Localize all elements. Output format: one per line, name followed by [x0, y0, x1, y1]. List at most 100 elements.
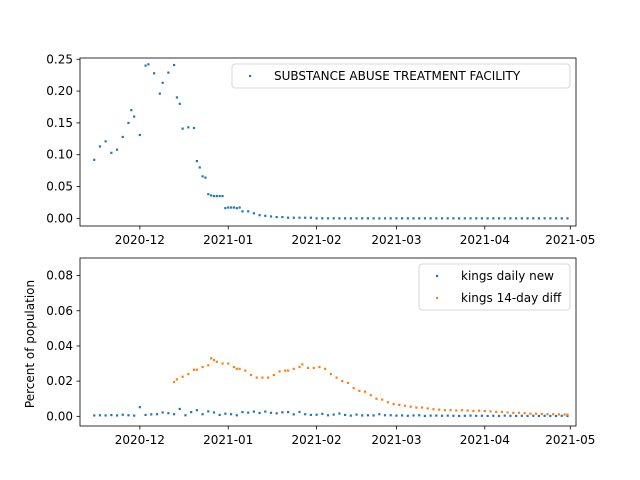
- data-point-series-2: [301, 363, 304, 366]
- data-point-series-1: [532, 414, 535, 417]
- data-point-series-1: [344, 413, 347, 417]
- data-point-series-1: [549, 414, 552, 418]
- data-point-series-2: [489, 410, 492, 413]
- y-tick-label: 0.20: [46, 84, 73, 98]
- data-point-series-1: [338, 217, 341, 220]
- data-point-series-1: [349, 414, 352, 417]
- data-point-series-2: [460, 409, 464, 412]
- data-point-series-1: [221, 194, 224, 198]
- data-point-series-2: [552, 413, 555, 416]
- data-point-series-1: [298, 216, 301, 219]
- data-point-series-1: [509, 217, 512, 220]
- data-point-series-1: [332, 413, 335, 416]
- data-point-series-1: [238, 206, 241, 209]
- data-point-series-1: [247, 210, 250, 213]
- data-point-series-1: [554, 217, 558, 220]
- data-point-series-2: [506, 411, 509, 414]
- data-point-series-1: [549, 217, 552, 220]
- data-point-series-1: [281, 215, 284, 219]
- data-point-series-2: [227, 362, 230, 365]
- data-point-series-1: [247, 411, 250, 414]
- data-point-series-1: [338, 412, 341, 415]
- y-tick-label: 0.04: [46, 339, 73, 353]
- data-point-series-1: [480, 217, 484, 220]
- data-point-series-1: [175, 96, 179, 99]
- data-point-series-2: [495, 410, 498, 414]
- data-point-series-2: [292, 367, 295, 370]
- data-point-series-1: [446, 414, 449, 417]
- x-tick-label: 2021-02: [292, 233, 342, 247]
- data-point-series-1: [435, 414, 438, 417]
- data-point-series-1: [560, 414, 563, 417]
- data-point-series-1: [383, 414, 387, 417]
- data-point-series-1: [115, 414, 119, 417]
- data-point-series-1: [383, 217, 387, 220]
- data-point-series-1: [475, 217, 478, 220]
- data-point-series-2: [398, 403, 401, 406]
- data-point-series-1: [401, 414, 404, 417]
- data-point-series-2: [438, 408, 441, 411]
- data-point-series-1: [130, 109, 133, 112]
- y-tick-label: 0.10: [46, 148, 73, 162]
- data-point-series-2: [363, 390, 367, 393]
- data-point-series-1: [412, 414, 415, 417]
- data-point-series-1: [526, 414, 529, 418]
- x-tick-label: 2021-05: [545, 233, 595, 247]
- data-point-series-1: [440, 414, 444, 417]
- x-tick-label: 2021-01: [203, 233, 253, 247]
- data-point-series-1: [429, 414, 432, 417]
- data-point-series-2: [443, 409, 446, 412]
- data-point-series-1: [566, 414, 569, 418]
- data-point-series-2: [455, 409, 458, 412]
- data-point-series-2: [546, 413, 549, 416]
- data-point-series-1: [298, 410, 301, 414]
- data-point-series-2: [335, 376, 338, 379]
- data-point-series-1: [227, 206, 230, 209]
- data-point-series-1: [190, 411, 193, 414]
- data-point-series-2: [403, 404, 407, 407]
- data-point-series-1: [264, 410, 267, 413]
- data-point-series-2: [232, 365, 236, 369]
- data-point-series-2: [369, 394, 372, 397]
- data-point-series-1: [463, 414, 466, 417]
- data-point-series-2: [566, 413, 569, 416]
- data-point-series-1: [155, 413, 159, 416]
- x-tick-label: 2021-04: [460, 433, 510, 447]
- data-point-series-1: [566, 217, 569, 220]
- data-point-series-2: [329, 373, 332, 376]
- data-point-series-1: [543, 217, 546, 220]
- data-point-series-1: [252, 212, 255, 215]
- data-point-series-1: [520, 414, 523, 417]
- data-point-series-2: [426, 407, 429, 410]
- data-point-series-2: [523, 412, 526, 415]
- data-point-series-1: [372, 217, 375, 220]
- data-point-series-2: [540, 412, 543, 416]
- bottom-y-axis: 0.00 0.02 0.04 0.06 0.08: [46, 269, 80, 423]
- data-point-series-1: [258, 411, 261, 415]
- x-tick-label: 2021-01: [203, 433, 253, 447]
- data-point-series-2: [483, 409, 486, 413]
- data-point-series-1: [224, 412, 227, 415]
- bottom-x-axis: 2020-12 2021-01 2021-02 2021-03 2021-04 2021-…: [115, 426, 595, 447]
- data-point-series-1: [138, 133, 141, 137]
- data-point-series-2: [249, 373, 253, 377]
- data-point-series-1: [418, 217, 421, 220]
- data-point-series-1: [138, 406, 141, 409]
- data-point-series-1: [144, 64, 147, 67]
- data-point-series-1: [115, 148, 119, 151]
- data-point-series-1: [184, 414, 187, 417]
- bottom-subplot-frame: [79, 257, 577, 427]
- data-point-series-1: [395, 414, 398, 417]
- data-point-series-1: [218, 194, 221, 198]
- data-point-series-1: [355, 217, 358, 220]
- data-point-series-2: [175, 378, 179, 381]
- data-point-series-1: [372, 414, 375, 417]
- data-point-series-2: [512, 411, 515, 414]
- data-point-series-1: [423, 414, 427, 418]
- data-point-series-1: [121, 135, 124, 139]
- data-point-series-2: [201, 365, 204, 369]
- data-point-series-1: [366, 217, 370, 220]
- data-point-series-1: [378, 413, 381, 416]
- data-point-series-1: [315, 413, 318, 416]
- data-point-series-2: [517, 411, 521, 414]
